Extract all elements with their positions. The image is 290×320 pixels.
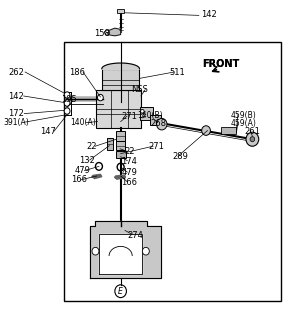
Circle shape [142,247,149,255]
Text: 289: 289 [172,152,188,161]
Text: 195: 195 [61,95,77,104]
Text: 459(A): 459(A) [231,119,257,128]
Bar [116,151,126,158]
Circle shape [64,108,70,114]
Text: FRONT: FRONT [202,59,239,69]
Bar [151,115,162,125]
Bar [116,141,125,150]
Bar [96,90,141,128]
Text: 172: 172 [8,109,24,118]
Circle shape [246,132,259,146]
Text: 22: 22 [86,142,97,151]
Circle shape [92,247,99,255]
Bar [117,9,124,13]
Circle shape [141,109,144,113]
Text: 166: 166 [121,178,137,187]
Text: 142: 142 [9,92,24,100]
Text: 459(B): 459(B) [231,111,257,120]
Bar [116,131,125,141]
Circle shape [141,114,144,118]
Circle shape [115,285,126,298]
Text: 140(A): 140(A) [70,118,96,127]
Text: 174: 174 [122,157,137,166]
Polygon shape [105,28,121,36]
Text: NSS: NSS [131,85,148,94]
Polygon shape [99,234,142,274]
Text: 391(A): 391(A) [3,118,29,127]
Text: 142: 142 [201,10,217,19]
Bar [107,138,113,150]
Bar [220,127,236,134]
Text: E: E [118,287,123,296]
Polygon shape [92,174,102,179]
Text: 262: 262 [8,68,24,76]
Text: 22: 22 [124,147,135,156]
Bar [102,69,139,90]
Polygon shape [90,221,161,278]
Text: 271: 271 [148,142,164,151]
Circle shape [64,100,70,106]
Text: 132: 132 [79,156,95,164]
Text: FRONT: FRONT [202,59,239,69]
Bar [140,107,153,120]
Circle shape [157,118,167,130]
Polygon shape [115,175,126,179]
Bar [64,42,281,301]
Circle shape [97,94,103,101]
Polygon shape [102,63,139,69]
Text: 147: 147 [40,127,56,136]
Circle shape [105,30,109,35]
Text: 511: 511 [169,68,185,76]
Text: 274: 274 [127,231,143,240]
Circle shape [250,137,255,142]
Text: 186: 186 [69,68,85,76]
Text: 140(B): 140(B) [137,111,162,120]
Text: 158: 158 [94,29,110,38]
Circle shape [202,126,210,135]
Text: 271: 271 [122,112,137,121]
Text: 261: 261 [244,127,260,136]
Text: 268: 268 [150,119,166,128]
Text: 479: 479 [122,168,137,177]
Circle shape [64,92,70,98]
Text: 166: 166 [71,175,87,184]
Text: 479: 479 [75,166,91,175]
